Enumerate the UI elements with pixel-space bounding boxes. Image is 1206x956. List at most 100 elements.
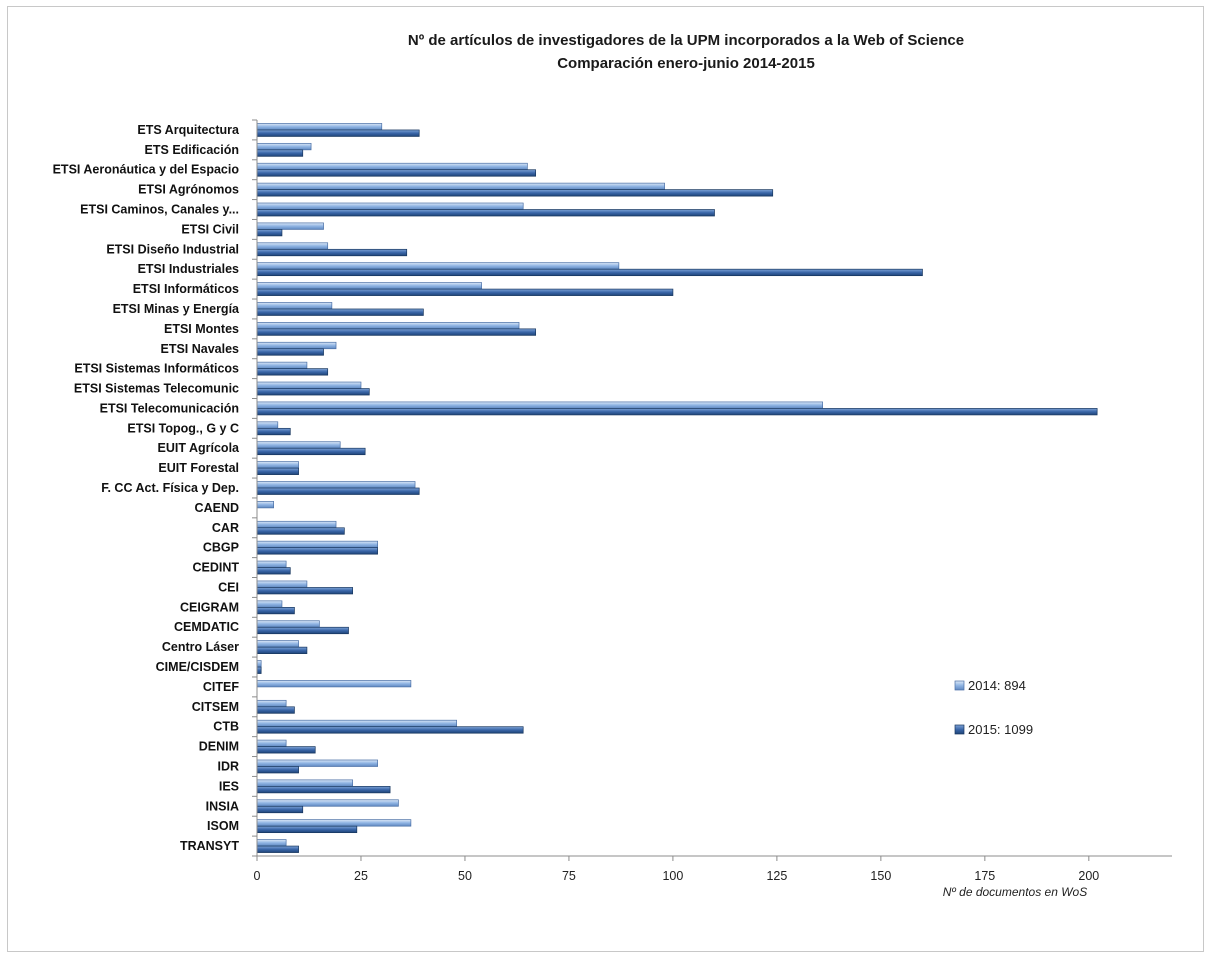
legend-swatch-2014: [954, 680, 965, 691]
bar-2015: [256, 587, 354, 595]
category-label: CTB: [213, 720, 239, 734]
bar-2014: [256, 401, 823, 409]
category-label: ETSI Sistemas Informáticos: [74, 362, 239, 376]
category-label: ETSI Aeronáutica y del Espacio: [53, 163, 240, 177]
bar-2015: [256, 666, 262, 674]
bar-2014: [256, 262, 620, 270]
category-label: CEMDATIC: [174, 620, 239, 634]
bar-2015: [256, 229, 283, 237]
category-label: CEIGRAM: [180, 600, 239, 614]
bar-2015: [256, 209, 715, 217]
x-tick-label: 125: [766, 869, 787, 883]
bar-2015: [256, 268, 923, 277]
bar-2014: [256, 640, 299, 648]
category-label: IES: [219, 779, 239, 793]
category-label: F. CC Act. Física y Dep.: [101, 481, 239, 495]
category-label: ETSI Civil: [181, 222, 239, 236]
bar-2014: [256, 540, 378, 549]
bar-2014: [256, 322, 520, 330]
chart-frame: [7, 6, 1204, 952]
bar-2015: [256, 308, 424, 316]
category-label: ISOM: [207, 819, 239, 833]
bar-2015: [256, 567, 291, 575]
category-label: ETSI Sistemas Telecomunic: [74, 382, 239, 396]
bar-2014: [256, 719, 457, 728]
bar-2015: [256, 786, 391, 794]
bar-2015: [256, 845, 299, 853]
category-label: ETSI Minas y Energía: [113, 302, 240, 316]
bar-2015: [256, 825, 358, 834]
bar-2015: [256, 447, 366, 456]
bar-2015: [256, 248, 408, 257]
category-label: ETSI Montes: [164, 322, 239, 336]
chart-title: Nº de artículos de investigadores de la …: [408, 32, 964, 49]
bar-2014: [256, 759, 378, 767]
category-label: EUIT Agrícola: [158, 441, 241, 455]
x-tick-label: 200: [1078, 869, 1099, 883]
bar-2015: [256, 427, 291, 436]
bar-2015: [256, 129, 420, 137]
x-tick-label: 75: [562, 869, 576, 883]
bar-2014: [256, 580, 308, 588]
bar-2014: [256, 461, 299, 469]
bar-2015: [256, 646, 308, 654]
category-label: ETSI Informáticos: [133, 282, 239, 296]
bar-2015: [256, 388, 370, 396]
bar-2014: [256, 520, 337, 529]
bar-2014: [256, 282, 482, 290]
category-label: ETSI Caminos, Canales y...: [80, 203, 239, 217]
category-label: DENIM: [199, 740, 239, 754]
bar-2015: [256, 408, 1098, 416]
x-tick-label: 50: [458, 869, 472, 883]
bar-2014: [256, 739, 287, 747]
bar-2015: [256, 328, 537, 336]
bar-2015: [256, 626, 349, 635]
category-labels: ETS Arquitectura ETS Edificación ETSI Aero…: [53, 123, 240, 853]
bar-2014: [256, 560, 287, 568]
bar-2014: [256, 680, 412, 688]
bar-2014: [256, 162, 528, 171]
bar-2014: [256, 302, 333, 310]
bar-2014: [256, 381, 362, 389]
bar-2014: [256, 501, 274, 509]
bar-2014: [256, 660, 262, 668]
category-label: Centro Láser: [162, 640, 239, 654]
chart-subtitle: Comparación enero-junio 2014-2015: [557, 55, 815, 72]
axes-group: [252, 119, 1172, 861]
category-label: ETSI Navales: [160, 342, 239, 356]
bar-2015: [256, 348, 324, 356]
bar-2014: [256, 799, 399, 807]
category-label: ETSI Topog., G y C: [127, 421, 239, 435]
bar-2015: [256, 706, 295, 714]
bar-2014: [256, 600, 283, 608]
bars-group: [256, 123, 1098, 853]
bar-2014: [256, 481, 416, 489]
category-label: CEDINT: [192, 561, 239, 575]
category-label: CEI: [218, 580, 239, 594]
bar-2015: [256, 805, 304, 814]
legend-swatch-2015: [954, 724, 965, 735]
bar-2015: [256, 487, 420, 495]
bar-2014: [256, 242, 329, 250]
bar-2014: [256, 341, 337, 350]
category-label: TRANSYT: [180, 839, 239, 853]
bar-2015: [256, 607, 295, 615]
x-tick-label: 150: [870, 869, 891, 883]
category-label: EUIT Forestal: [158, 461, 239, 475]
bar-2015: [256, 467, 299, 475]
x-tick-label: 175: [974, 869, 995, 883]
x-tick-label: 25: [354, 869, 368, 883]
legend-label-2015: 2015: 1099: [968, 722, 1033, 737]
x-tick-label: 100: [662, 869, 683, 883]
bar-2015: [256, 766, 299, 774]
bar-2014: [256, 699, 287, 708]
x-tick-label: 0: [254, 869, 261, 883]
category-label: CITSEM: [192, 700, 239, 714]
category-label: ETSI Telecomunicación: [100, 401, 239, 415]
bar-2015: [256, 726, 524, 734]
category-label: ETS Arquitectura: [137, 123, 240, 137]
category-label: CAEND: [195, 501, 239, 515]
category-label: IDR: [217, 759, 239, 773]
bar-2014: [256, 202, 524, 210]
